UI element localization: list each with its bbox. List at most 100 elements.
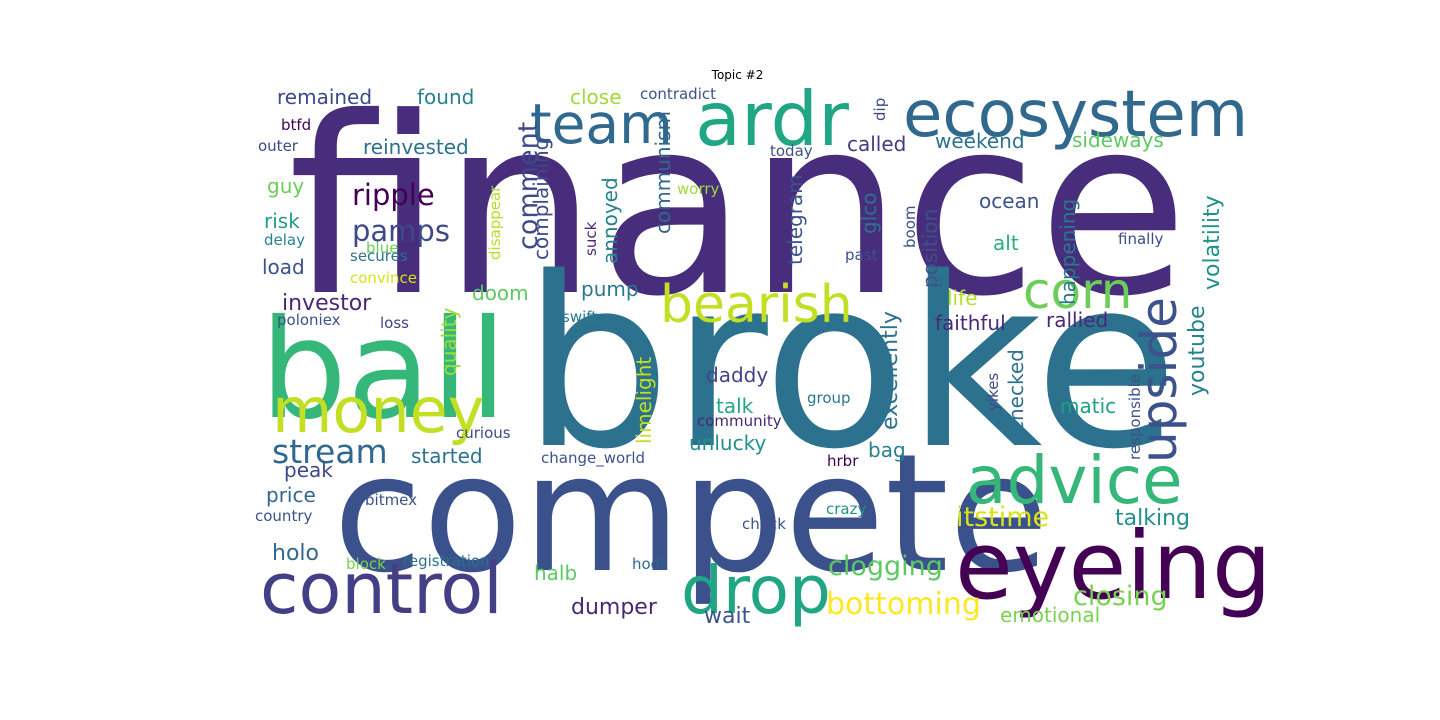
word-eyeing: eyeing [955,512,1272,621]
word-ardr: ardr [695,75,849,163]
word-closing: closing [1073,581,1168,612]
word-weekend: weekend [935,129,1025,153]
word-wait: wait [704,604,751,629]
word-stream: stream [272,432,388,471]
word-matic: matic [1060,394,1116,418]
word-hrbr: hrbr [827,452,859,470]
word-itstime: itstime [956,502,1049,533]
word-life: life [947,286,977,310]
word-finally: finally [1118,230,1163,248]
word-dumper: dumper [571,595,658,620]
word-ocean: ocean [979,189,1039,213]
word-team: team [530,92,673,156]
word-outer: outer [258,137,299,155]
word-dip: dip [871,98,889,121]
word-peak: peak [284,458,333,482]
word-reinvested: reinvested [363,135,469,159]
word-ripple: ripple [352,178,435,212]
word-money: money [272,374,484,447]
word-clogging: clogging [828,551,943,582]
word-holo: holo [272,541,319,566]
word-guy: guy [267,174,304,198]
word-checked: checked [1004,349,1028,432]
word-check: check [742,515,786,533]
word-started: started [411,444,483,468]
word-bottoming: bottoming [826,587,981,622]
word-responsible: responsible [1126,374,1144,460]
word-limelight: limelight [632,357,656,444]
word-load: load [262,255,305,279]
word-halb: halb [534,561,577,585]
word-complaining: complaining [529,138,553,260]
word-telegram: telegram [783,174,807,265]
word-contradict: contradict [640,85,716,103]
word-talk: talk [716,394,754,418]
word-remained: remained [277,85,372,109]
word-doom: doom [472,281,529,305]
word-convince: convince [350,269,417,287]
word-alt: alt [993,231,1019,255]
word-today: today [770,142,813,160]
word-excellently: excellently [878,311,903,430]
word-sideways: sideways [1072,128,1164,152]
word-corn: corn [1023,262,1132,320]
word-close: close [570,85,622,109]
word-secures: secures [350,247,408,265]
word-bag: bag [868,438,906,462]
word-control: control [260,548,503,630]
word-delay: delay [264,231,305,249]
word-yikes: yikes [984,373,1002,411]
word-price: price [266,483,316,507]
word-rallied: rallied [1046,308,1108,332]
word-annoyed: annoyed [598,177,622,264]
word-disappear: disappear [486,185,504,260]
word-country: country [255,507,312,525]
word-ecosystem: ecosystem [903,78,1248,152]
word-suck: suck [582,221,600,256]
word-past: past [845,246,878,264]
word-unlucky: unlucky [689,431,766,455]
word-loss: loss [380,314,409,332]
word-called: called [847,132,906,156]
word-crazy: crazy [826,500,866,518]
word-change-world: change_world [541,449,645,468]
word-happening: happening [1056,199,1080,305]
word-finance: finance [288,65,1188,350]
word-emotional: emotional [1000,603,1100,627]
page-title: Topic #2 [711,68,764,82]
word-investor: investor [282,291,372,316]
word-compete: compete [333,420,1049,609]
word-hodl: hodl [632,555,664,573]
word-drop: drop [681,552,831,629]
word-community: community [697,412,782,430]
word-talking: talking [1115,506,1190,531]
word-registration: registration [403,552,490,570]
word-block: block [346,555,386,573]
word-found: found [417,85,474,109]
word-curious: curious [456,424,511,442]
word-bitmex: bitmex [365,491,417,509]
word-worry: worry [677,180,720,198]
word-group: group [807,389,851,407]
word-quality: quality [437,307,461,376]
word-daddy: daddy [706,363,768,387]
word-pamps: pamps [352,214,450,248]
word-communism: communism [651,111,675,234]
word-glco: glco [857,193,881,234]
word-upside: upside [1130,297,1188,463]
word-volatility: volatility [1200,195,1225,290]
word-poloniex: poloniex [277,311,341,329]
word-btfd: btfd [281,116,311,134]
word-broke: broke [522,228,1179,501]
word-boom: boom [901,206,919,249]
word-position: position [918,209,942,288]
word-faithful: faithful [935,311,1006,335]
word-ball: ball [260,291,507,450]
word-risk: risk [264,209,300,233]
word-advice: advice [966,442,1183,519]
word-bearish: bearish [660,275,853,335]
word-swift: swift [562,308,597,326]
word-blue: blue [366,239,398,257]
word-pump: pump [581,277,639,301]
